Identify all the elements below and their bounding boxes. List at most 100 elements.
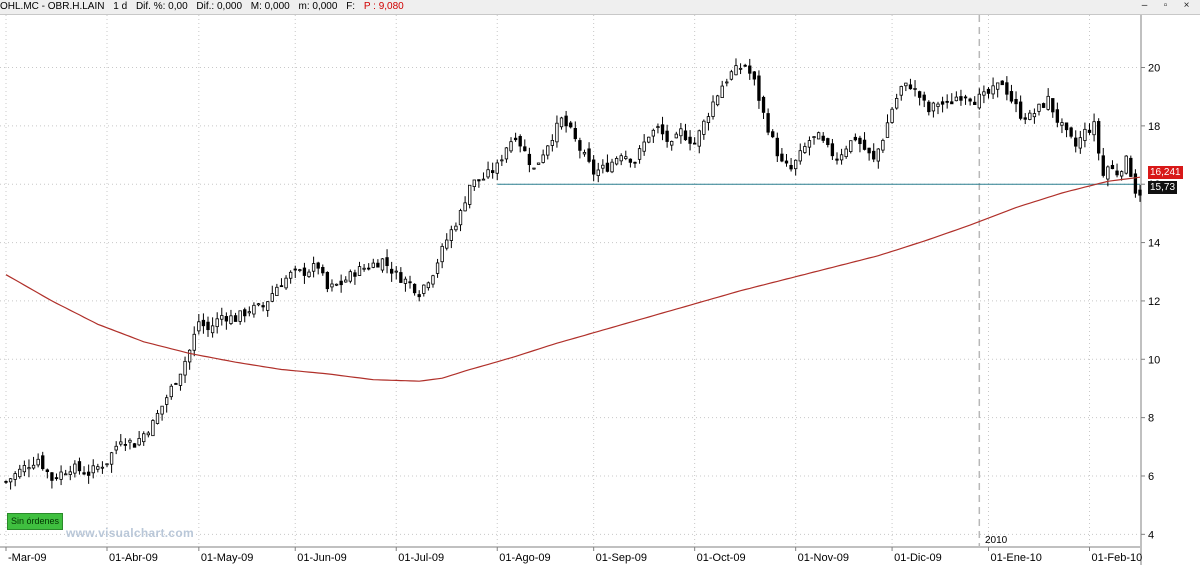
candle-body [1083, 128, 1087, 141]
candle-body [752, 71, 757, 80]
candle-body [385, 257, 389, 267]
y-tick-label: 10 [1148, 354, 1160, 366]
candle-body [867, 147, 871, 154]
candle-body [1005, 82, 1009, 95]
candle-body [743, 64, 747, 67]
candle-body [908, 84, 913, 90]
candle-body [624, 156, 628, 159]
candle-body [155, 413, 160, 424]
candle-body [362, 267, 366, 270]
candle-body [541, 154, 545, 163]
candle-body [794, 159, 798, 170]
candle-body [96, 466, 100, 470]
candle-body [376, 262, 380, 268]
candle-body [220, 315, 224, 320]
candle-body [569, 122, 573, 128]
watermark: www.visualchart.com [66, 526, 194, 540]
candle-body [757, 75, 761, 101]
restore-icon[interactable]: ▫ [1163, 0, 1168, 11]
candle-body [1074, 137, 1078, 147]
candle-body [371, 262, 375, 268]
candle-body [490, 170, 495, 174]
y-tick-label: 20 [1148, 63, 1160, 75]
candle-body [64, 473, 68, 476]
no-orders-badge[interactable]: Sin órdenes [7, 513, 63, 530]
candle-body [628, 158, 633, 163]
candle-body [77, 461, 82, 472]
candle-body [311, 263, 316, 272]
candle-body [1055, 109, 1060, 123]
candle-body [431, 275, 435, 285]
x-tick-label: 01-Feb-10 [1091, 552, 1142, 564]
candle-body [1115, 170, 1119, 176]
candle-body [1087, 129, 1092, 133]
timeframe-label: 1 d [113, 1, 128, 12]
candle-body [761, 96, 766, 113]
candle-body [54, 477, 59, 480]
candle-body [353, 272, 357, 277]
x-tick-label: 01-Abr-09 [109, 552, 158, 564]
candle-body [656, 126, 660, 129]
minimize-icon[interactable]: – [1141, 0, 1148, 11]
candle-body [91, 465, 95, 474]
candle-body [367, 267, 371, 270]
candle-body [82, 472, 86, 475]
candle-body [1138, 189, 1142, 196]
candle-body [991, 85, 995, 95]
candle-body [160, 405, 164, 415]
candle-body [1032, 113, 1037, 118]
candle-body [858, 137, 862, 145]
candle-body [270, 293, 274, 302]
candle-body [128, 439, 132, 443]
candle-body [509, 141, 513, 152]
x-tick-label: -Mar-09 [8, 552, 47, 564]
x-tick-label: 01-Oct-09 [697, 552, 746, 564]
candle-body [559, 117, 564, 128]
dif-label: Dif.: 0,000 [196, 1, 243, 12]
candle-body [881, 139, 885, 151]
candle-body [890, 108, 894, 123]
candle-body [670, 140, 674, 146]
candle-body [1041, 103, 1046, 108]
candle-body [973, 101, 977, 105]
candle-body [137, 437, 141, 446]
candle-body [1037, 103, 1041, 112]
candle-body [532, 167, 536, 170]
candle-body [651, 129, 656, 137]
candle-body [940, 101, 945, 105]
candle-body [426, 282, 431, 289]
candle-body [4, 480, 8, 483]
candle-body [321, 266, 325, 274]
candle-body [504, 147, 509, 160]
candle-body [224, 316, 229, 322]
candle-body [394, 270, 398, 273]
candle-body [660, 124, 665, 135]
candle-body [344, 279, 348, 283]
candle-body [605, 162, 610, 172]
candle-body [683, 130, 688, 141]
candle-body [807, 140, 812, 148]
candle-body [945, 100, 949, 103]
candle-body [187, 349, 192, 363]
candle-body [830, 143, 835, 157]
f-label: F: [346, 1, 356, 12]
candle-body [996, 82, 1000, 90]
candle-body [715, 95, 720, 106]
candle-body [100, 466, 105, 469]
candle-body [720, 85, 724, 98]
candle-body [803, 146, 807, 153]
candle-body [36, 458, 40, 466]
candle-body [206, 321, 210, 331]
candle-body [288, 271, 293, 279]
close-icon[interactable]: × [1183, 0, 1190, 11]
candle-body [959, 96, 963, 101]
candle-body [922, 94, 926, 101]
candle-body [816, 132, 821, 140]
candle-body [550, 139, 555, 146]
candle-body [481, 178, 486, 181]
candle-body [642, 141, 646, 152]
candle-body [412, 283, 417, 294]
moving-average-line [5, 176, 1141, 382]
candle-body [41, 455, 45, 470]
